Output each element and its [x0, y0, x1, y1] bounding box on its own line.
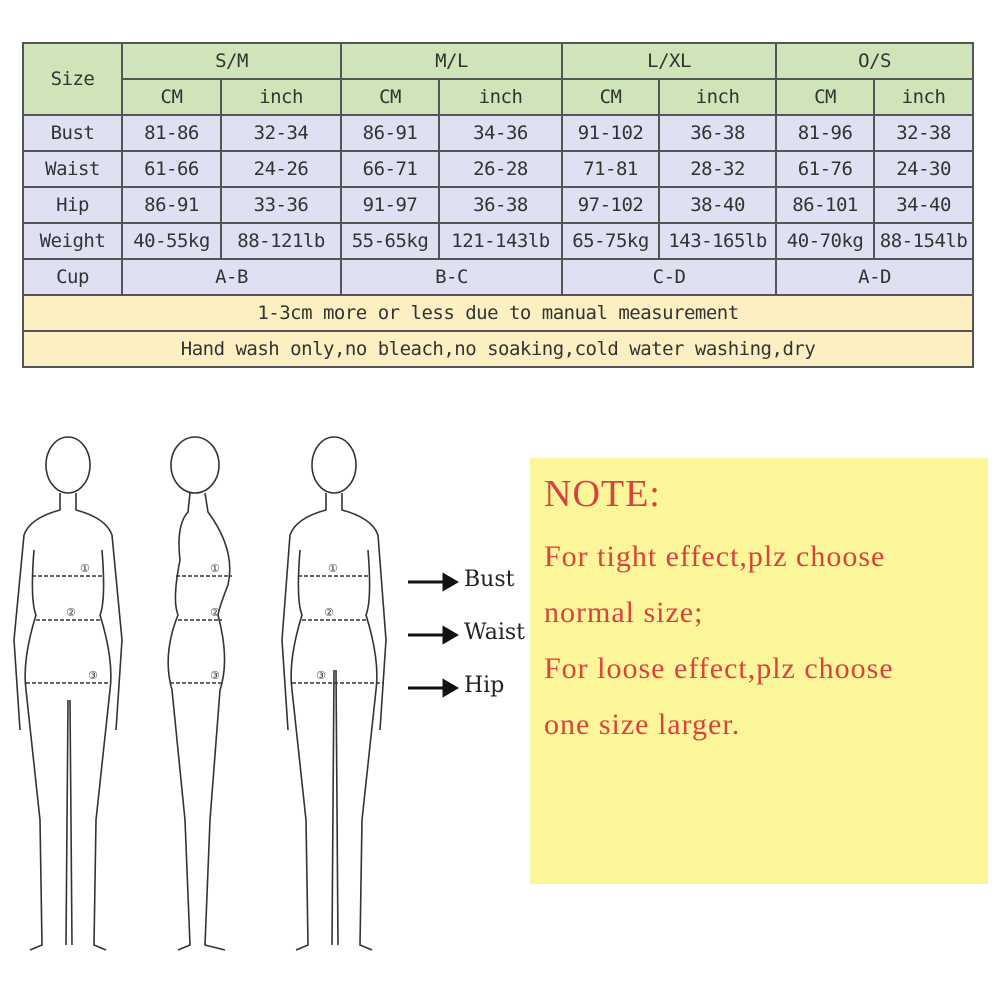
table-row-weight: Weight 40-55kg 88-121lb 55-65kg 121-143l…: [22, 222, 975, 260]
cell: C-D: [561, 258, 778, 296]
cell: 88-154lb: [873, 222, 975, 260]
size-lxl-header: L/XL: [561, 42, 778, 80]
note-box: NOTE: For tight effect,plz choose normal…: [530, 458, 988, 884]
cell: 91-97: [340, 186, 441, 224]
cell: 86-91: [121, 186, 222, 224]
row-label: Weight: [22, 222, 123, 260]
cell: 36-38: [658, 114, 778, 152]
marker-2: ②: [210, 606, 220, 619]
cell: 88-121lb: [219, 222, 343, 260]
row-label: Hip: [22, 186, 123, 224]
cell: 38-40: [658, 186, 778, 224]
arrow-head-icon: [442, 572, 459, 592]
note-line: For tight effect,plz choose: [544, 540, 886, 573]
waist-label: Waist: [464, 620, 525, 645]
cell: A-D: [775, 258, 975, 296]
table-row-hip: Hip 86-91 33-36 91-97 36-38 97-102 38-40…: [22, 186, 975, 224]
cell: 26-28: [438, 150, 564, 188]
cell: 32-34: [219, 114, 343, 152]
cell: 91-102: [561, 114, 661, 152]
note-line: normal size;: [544, 596, 704, 629]
unit-inch: inch: [438, 78, 564, 116]
measurement-note: 1-3cm more or less due to manual measure…: [21, 294, 975, 332]
marker-1: ①: [80, 562, 90, 575]
cell: 65-75kg: [561, 222, 661, 260]
size-os-header: O/S: [775, 42, 975, 80]
note-title: NOTE:: [544, 473, 661, 515]
unit-inch: inch: [219, 78, 343, 116]
measure-lines: [26, 575, 384, 684]
table-row-bust: Bust 81-86 32-34 86-91 34-36 91-102 36-3…: [22, 114, 975, 152]
cell: 34-36: [438, 114, 564, 152]
hip-label: Hip: [464, 673, 505, 698]
arrow-head-icon: [442, 678, 459, 698]
cell: 86-91: [340, 114, 441, 152]
marker-2: ②: [66, 606, 76, 619]
size-sm-header: S/M: [120, 42, 343, 80]
size-ml-header: M/L: [340, 42, 564, 80]
cell: 97-102: [561, 186, 661, 224]
cell: 86-101: [775, 186, 876, 224]
unit-inch: inch: [658, 78, 778, 116]
cell: 55-65kg: [340, 222, 441, 260]
marker-3: ③: [316, 669, 326, 682]
cell: 28-32: [658, 150, 778, 188]
cell: 34-40: [873, 186, 975, 224]
marker-2: ②: [324, 606, 334, 619]
bust-label: Bust: [464, 567, 515, 592]
body-measurement-diagram: ① ② ③ ① ② ③ ① ② ③: [13, 436, 459, 951]
cell: 33-36: [219, 186, 343, 224]
front-figure: [13, 436, 123, 951]
note-line: For loose effect,plz choose: [544, 652, 894, 685]
size-header: Size: [22, 42, 123, 116]
cell: 61-76: [775, 150, 876, 188]
cell: 61-66: [121, 150, 222, 188]
row-label: Waist: [22, 150, 123, 188]
row-label: Bust: [22, 114, 123, 152]
back-figure: [281, 436, 387, 951]
cell: 40-70kg: [775, 222, 876, 260]
cell: 143-165lb: [658, 222, 778, 260]
washing-note: Hand wash only,no bleach,no soaking,cold…: [21, 330, 975, 368]
unit-cm: CM: [340, 78, 441, 116]
unit-cm: CM: [561, 78, 661, 116]
arrow-head-icon: [442, 625, 459, 645]
size-chart-table: Size S/M M/L L/XL O/S CM inch CM inch CM…: [21, 42, 975, 368]
cell: 24-30: [873, 150, 975, 188]
side-figure: [167, 436, 231, 951]
table-row-cup: Cup A-B B-C C-D A-D: [22, 258, 975, 296]
marker-1: ①: [328, 562, 338, 575]
cell: 71-81: [561, 150, 661, 188]
table-row-waist: Waist 61-66 24-26 66-71 26-28 71-81 28-3…: [22, 150, 975, 188]
unit-cm: CM: [775, 78, 876, 116]
marker-3: ③: [210, 669, 220, 682]
cell: 36-38: [438, 186, 564, 224]
cell: B-C: [340, 258, 564, 296]
cell: A-B: [120, 258, 343, 296]
cell: 40-55kg: [121, 222, 222, 260]
cell: 81-96: [775, 114, 876, 152]
unit-inch: inch: [873, 78, 975, 116]
row-label: Cup: [22, 258, 123, 296]
note-line: one size larger.: [544, 708, 741, 741]
cell: 121-143lb: [438, 222, 564, 260]
cell: 24-26: [219, 150, 343, 188]
cell: 81-86: [121, 114, 222, 152]
marker-3: ③: [88, 669, 98, 682]
marker-1: ①: [210, 562, 220, 575]
unit-cm: CM: [121, 78, 222, 116]
cell: 66-71: [340, 150, 441, 188]
cell: 32-38: [873, 114, 975, 152]
arrows: [408, 572, 459, 698]
